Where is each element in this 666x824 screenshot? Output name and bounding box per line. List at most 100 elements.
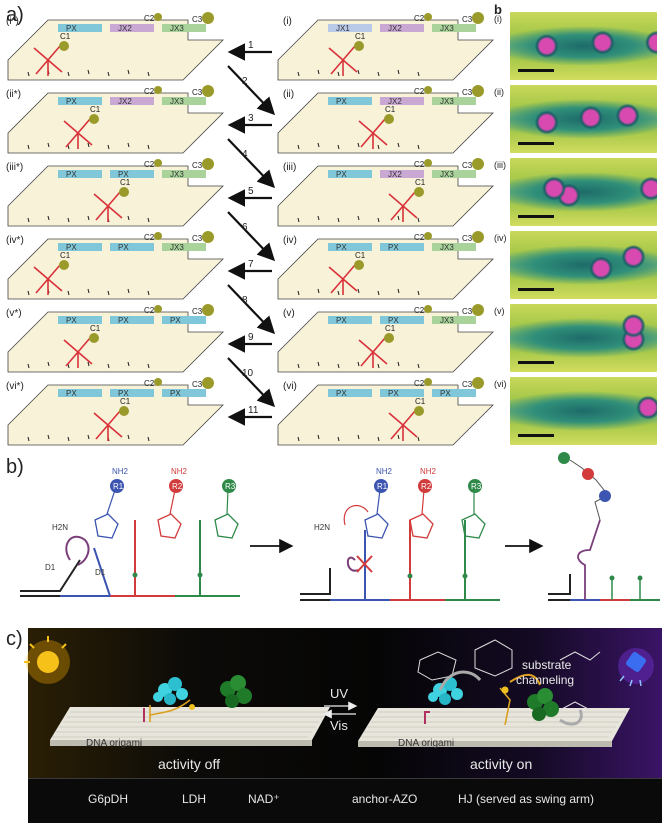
- afm-image: [510, 377, 657, 445]
- cargo-c1: [89, 333, 99, 343]
- track-tag: [110, 24, 154, 32]
- cargo-c2-label: C2: [414, 233, 425, 242]
- cargo-c2: [154, 13, 162, 21]
- track-label: JX2: [118, 97, 132, 106]
- legend-nad: NAD⁺: [248, 792, 280, 806]
- afm-label: (iv): [494, 233, 507, 243]
- cargo-c3: [472, 85, 484, 97]
- cargo-c3: [202, 12, 214, 24]
- activity-off-label: activity off: [158, 756, 220, 772]
- afm-label: (vi): [494, 379, 507, 389]
- legend-ldh: LDH: [182, 792, 206, 806]
- state-label-left: (i*): [6, 16, 19, 27]
- track-tag: [110, 316, 154, 324]
- state-label-left: (ii*): [6, 89, 21, 100]
- cargo-c3: [202, 85, 214, 97]
- track-tag: [328, 97, 372, 105]
- step-arrow: [228, 358, 272, 404]
- cargo-c3-label: C3: [192, 307, 203, 316]
- cargo-c2: [424, 159, 432, 167]
- cargo-c3-label: C3: [462, 15, 473, 24]
- step-number: 9: [248, 332, 254, 343]
- track-tag: [380, 389, 424, 397]
- state-label-left: (vi*): [6, 381, 24, 392]
- track-tag: [432, 389, 476, 397]
- track-tag: [432, 97, 476, 105]
- cargo-c1-label: C1: [355, 251, 366, 260]
- cargo-c3-label: C3: [192, 380, 203, 389]
- afm-image: [510, 85, 657, 153]
- cargo-c1: [354, 260, 364, 270]
- vis-label: Vis: [330, 718, 348, 733]
- track-label: JX1: [336, 24, 350, 33]
- step-number: 3: [248, 113, 254, 124]
- cargo-c2: [154, 378, 162, 386]
- track-label: JX3: [440, 24, 454, 33]
- cargo-c1: [119, 406, 129, 416]
- track-tag: [58, 170, 102, 178]
- cargo-c2-label: C2: [414, 14, 425, 23]
- legend-anchor-azo: anchor-AZO: [352, 792, 417, 806]
- cargo-c3-label: C3: [462, 380, 473, 389]
- track-tag: [110, 170, 154, 178]
- afm-label: (ii): [494, 87, 504, 97]
- track-tag: [162, 24, 206, 32]
- cargo-c1-label: C1: [415, 178, 426, 187]
- state-label-left: (v*): [6, 308, 22, 319]
- track-tag: [58, 243, 102, 251]
- track-tag: [162, 97, 206, 105]
- track-label: JX3: [170, 24, 184, 33]
- cargo-c3: [202, 158, 214, 170]
- cargo-c3-label: C3: [192, 161, 203, 170]
- step-number: 7: [248, 259, 254, 270]
- cargo-c1-label: C1: [120, 397, 131, 406]
- legend-hj: HJ (served as swing arm): [458, 792, 594, 806]
- step-number: 6: [242, 222, 248, 233]
- cargo-c1: [414, 187, 424, 197]
- afm-label: (iii): [494, 160, 506, 170]
- track-tag: [162, 389, 206, 397]
- track-tag: [58, 389, 102, 397]
- cargo-c2-label: C2: [144, 379, 155, 388]
- afm-label: (v): [494, 306, 505, 316]
- cargo-c2: [154, 305, 162, 313]
- track-label: JX2: [388, 24, 402, 33]
- cargo-c3-label: C3: [462, 161, 473, 170]
- cargo-c1: [59, 260, 69, 270]
- step-arrow: [228, 212, 272, 258]
- track-tag: [162, 170, 206, 178]
- track-label: PX: [66, 316, 77, 325]
- scale-bar: [518, 69, 554, 72]
- cargo-c3-label: C3: [192, 15, 203, 24]
- legend-g6pdh: G6pDH: [88, 792, 128, 806]
- cargo-c1-label: C1: [385, 324, 396, 333]
- substrate-label: substrate: [522, 658, 571, 672]
- cargo-c1-label: C1: [415, 397, 426, 406]
- cargo-c1: [414, 406, 424, 416]
- cargo-c1-label: C1: [60, 32, 71, 41]
- cargo-c2: [154, 86, 162, 94]
- cargo-c2-label: C2: [414, 87, 425, 96]
- cargo-c2: [424, 378, 432, 386]
- origami-right-label: DNA origami: [398, 738, 454, 749]
- track-tag: [58, 316, 102, 324]
- track-label: PX: [118, 243, 129, 252]
- afm-image: [510, 158, 657, 226]
- state-label-right: (v): [283, 308, 295, 319]
- cargo-c3: [202, 304, 214, 316]
- cargo-c1: [89, 114, 99, 124]
- track-label: JX3: [170, 97, 184, 106]
- track-tag: [328, 243, 372, 251]
- track-label: PX: [388, 389, 399, 398]
- scale-bar: [518, 288, 554, 291]
- track-tag: [58, 97, 102, 105]
- cargo-c3-label: C3: [462, 307, 473, 316]
- cargo-c2-label: C2: [414, 160, 425, 169]
- track-tag: [162, 316, 206, 324]
- step-number: 11: [248, 405, 259, 416]
- track-label: JX3: [440, 316, 454, 325]
- cargo-c1: [384, 333, 394, 343]
- track-tag: [110, 389, 154, 397]
- step-number: 10: [242, 368, 254, 379]
- cargo-c2: [424, 305, 432, 313]
